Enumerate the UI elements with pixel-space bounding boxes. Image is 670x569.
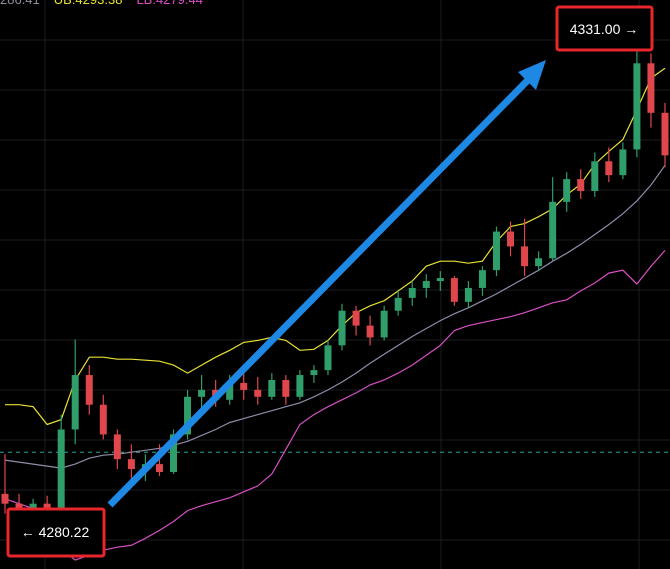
candle-body [605, 161, 613, 176]
candle-body [352, 310, 360, 326]
candle-body [492, 231, 500, 271]
trend-arrow [107, 60, 546, 508]
arrow-head [518, 60, 546, 90]
candle-body [1, 493, 9, 504]
candle-body [324, 345, 332, 371]
candle-body [85, 375, 93, 405]
candle-body [408, 287, 416, 298]
candle-body [99, 404, 107, 435]
candle-body [310, 370, 318, 376]
candle-body [436, 278, 444, 282]
header-label: UB:4293.38 [54, 0, 123, 7]
candle-body [296, 375, 304, 397]
candle-body [549, 201, 557, 259]
candle-body [71, 375, 79, 430]
candle-body [535, 258, 543, 267]
candle-body [198, 389, 206, 397]
annotation-label: ← 4280.22 [21, 524, 90, 540]
band-line [5, 67, 666, 426]
candle-body [563, 179, 571, 202]
candle-body [380, 310, 388, 338]
candle-body [57, 429, 65, 514]
candle-body [633, 63, 641, 150]
annotation-label: 4331.00 → [570, 21, 639, 37]
candle-body [661, 112, 669, 156]
candle-body [113, 434, 121, 460]
candle-body [240, 382, 248, 390]
candle-body [394, 297, 402, 311]
candle-body [184, 396, 192, 435]
candle-body [577, 179, 585, 191]
candle-body [268, 379, 276, 397]
plot [0, 28, 670, 561]
candle-body [591, 161, 599, 191]
candle-body [507, 231, 515, 247]
candle-body [170, 434, 178, 473]
header-label: 286.41 [0, 0, 40, 7]
candle-body [521, 246, 529, 267]
band-line [4, 250, 666, 561]
candle-body [619, 149, 627, 176]
candle-body [478, 270, 486, 288]
candle-body [422, 281, 430, 288]
candle-body [464, 287, 472, 302]
header: 286.41 UB:4293.38 LB:4279.44 [0, 0, 203, 7]
candle-body [282, 379, 290, 397]
candle-body [366, 325, 374, 338]
candle-body [254, 389, 262, 397]
candle-body [450, 278, 458, 302]
annotation-box [6, 507, 106, 558]
header-label: LB:4279.44 [136, 0, 203, 7]
arrow-shaft [107, 77, 531, 508]
annotation-box [555, 5, 654, 52]
candle-body [155, 464, 163, 473]
candle-body [226, 382, 234, 400]
candle-body [127, 459, 135, 470]
candle-body [647, 63, 655, 113]
candle-body [338, 310, 346, 346]
